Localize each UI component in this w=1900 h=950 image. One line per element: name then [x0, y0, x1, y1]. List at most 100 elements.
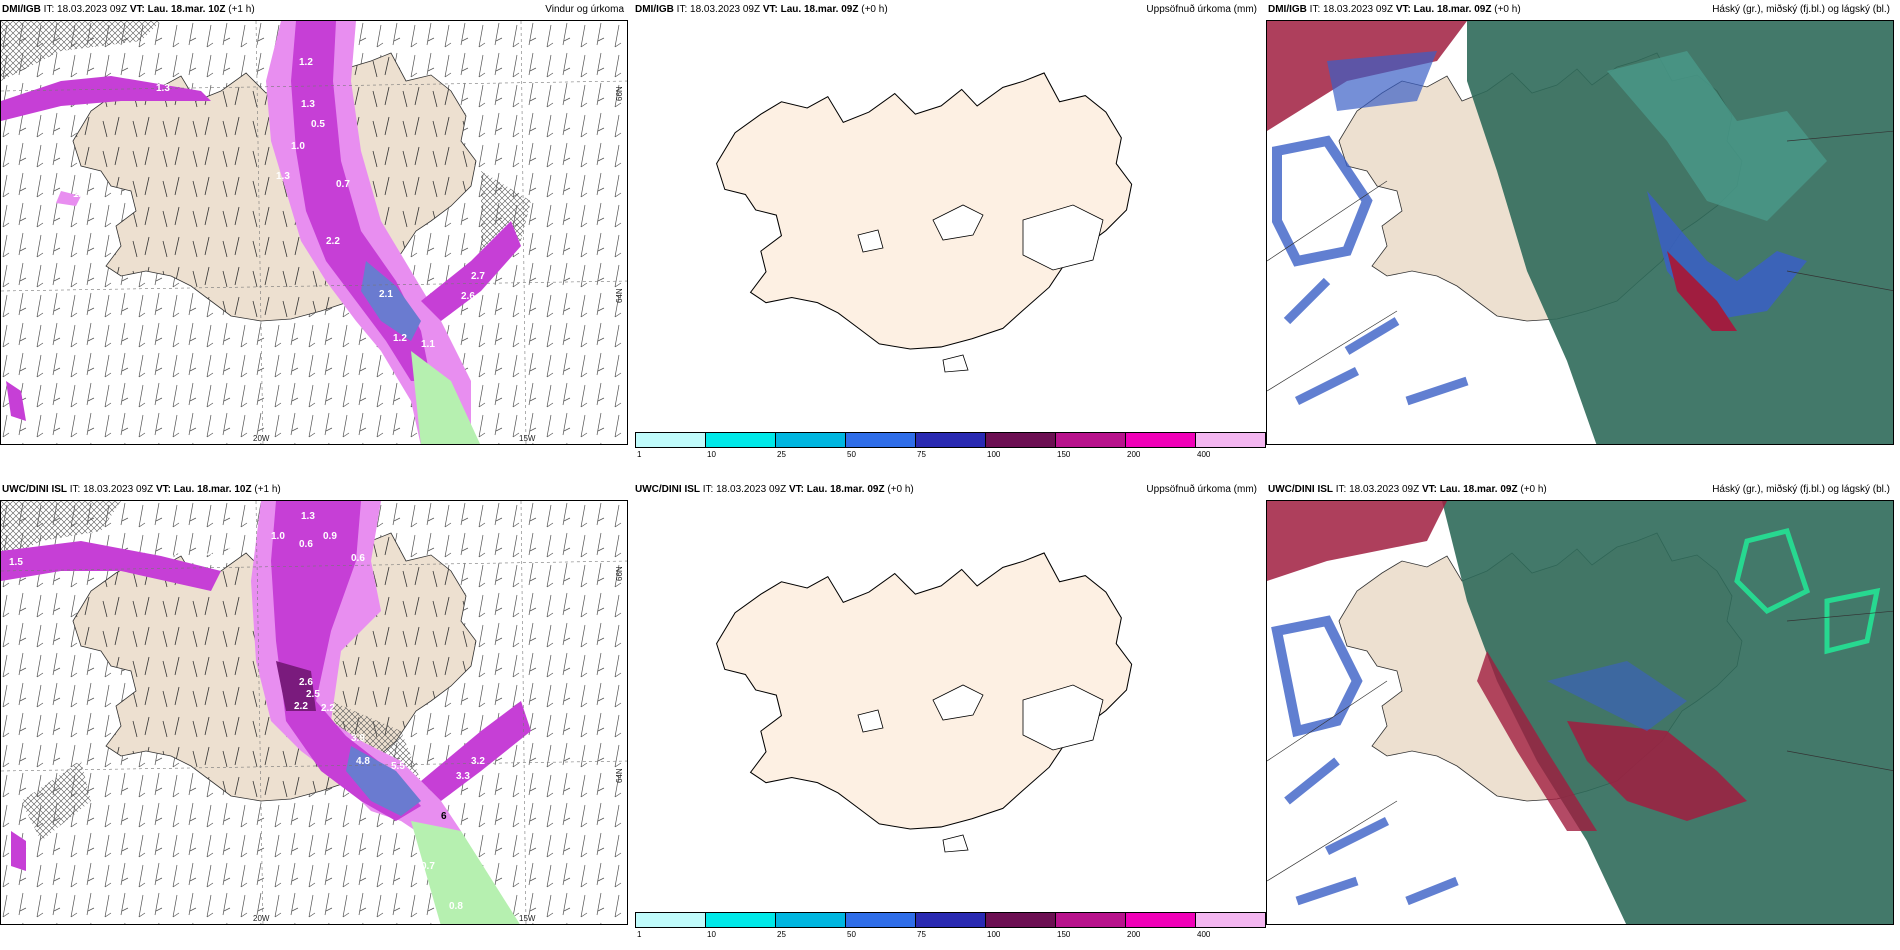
precip-value: 3.9	[351, 733, 365, 744]
precip-value: 1.0	[271, 531, 285, 542]
model-label: DMI/IGB	[1268, 4, 1307, 15]
colorbar-segment	[705, 912, 776, 928]
colorbar-segment	[845, 432, 916, 448]
precip-value: 0.8	[449, 901, 463, 912]
precip-value: 1.0	[291, 141, 305, 152]
colorbar-segment	[1195, 912, 1266, 928]
precip-value: 0.7	[336, 179, 350, 190]
it-label: IT:	[676, 4, 688, 15]
panel-title: Háský (gr.), miðský (fj.bl.) og lágský (…	[1712, 484, 1890, 495]
colorbar-segment	[705, 432, 776, 448]
colorbar-segment	[985, 912, 1056, 928]
snow-area	[411, 821, 520, 924]
precip-value: 2.2	[321, 703, 335, 714]
it-value: 18.03.2023 09Z	[1323, 4, 1394, 15]
vt-label: VT:	[1421, 484, 1437, 495]
colorbar: 1 10 25 50 75 100 150 200 400	[635, 912, 1266, 939]
lead-time: (+1 h)	[228, 4, 255, 15]
panel-header: UWC/DINI ISL IT: 18.03.2023 09Z VT: Lau.…	[1266, 480, 1894, 500]
colorbar-tick: 400	[1197, 930, 1211, 939]
panel-wind-bottom: UWC/DINI ISL IT: 18.03.2023 09Z VT: Lau.…	[0, 480, 628, 935]
precip-map-canvas	[716, 72, 1133, 373]
panel-title: Vindur og úrkoma	[545, 4, 624, 15]
colorbar-segment	[775, 912, 846, 928]
wind-map-canvas	[1, 501, 627, 924]
lead-time: (+1 h)	[254, 484, 281, 495]
lat-label: 64N	[615, 288, 624, 303]
wind-map: 20W 15W 66N 64N 1.2 1.3 1.5 0.6 1.3 1.0 …	[0, 20, 628, 445]
cloud-map	[1266, 20, 1894, 445]
colorbar-tick: 10	[707, 450, 716, 459]
precip-map-canvas	[716, 552, 1133, 853]
lead-time: (+0 h)	[887, 484, 914, 495]
precip-value: 1.5	[201, 547, 215, 558]
model-label: UWC/DINI ISL	[2, 484, 67, 495]
it-value: 18.03.2023 09Z	[716, 484, 787, 495]
precip-value: 1.6	[226, 545, 240, 556]
precip-value: 1.5	[73, 189, 87, 200]
colorbar-segment	[635, 432, 706, 448]
panel-header: UWC/DINI ISL IT: 18.03.2023 09Z VT: Lau.…	[0, 480, 628, 500]
precip-value: 1.3	[276, 171, 290, 182]
panel-header: DMI/IGB IT: 18.03.2023 09Z VT: Lau. 18.m…	[0, 0, 628, 20]
panel-cloud-bottom: UWC/DINI ISL IT: 18.03.2023 09Z VT: Lau.…	[1266, 480, 1894, 935]
colorbar-segment	[1195, 432, 1266, 448]
precip-value: 1.5	[9, 557, 23, 568]
colorbar: 1 10 25 50 75 100 150 200 400	[635, 432, 1266, 459]
precip-value: 3.0	[166, 549, 180, 560]
vt-value: Lau. 18.mar. 09Z	[806, 484, 885, 495]
precip-value: 1.2	[393, 333, 407, 344]
it-value: 18.03.2023 09Z	[690, 4, 761, 15]
colorbar-segment	[1055, 432, 1126, 448]
colorbar-tick: 50	[847, 450, 856, 459]
precip-value: 6	[441, 811, 447, 822]
precip-value: 2.1	[379, 289, 393, 300]
lat-label: 66N	[615, 566, 624, 581]
lon-label: 15W	[519, 434, 536, 443]
colorbar-tick: 10	[707, 930, 716, 939]
it-label: IT:	[1335, 484, 1347, 495]
vt-value: Lau. 18.mar. 10Z	[173, 484, 252, 495]
colorbar-segment	[1125, 432, 1196, 448]
lat-label: 66N	[615, 86, 624, 101]
lon-label: 20W	[253, 914, 270, 923]
colorbar-tick: 50	[847, 930, 856, 939]
precip-value: 0.5	[311, 119, 325, 130]
colorbar-tick: 100	[987, 930, 1001, 939]
colorbar-tick: 25	[777, 930, 786, 939]
panel-title: Háský (gr.), miðský (fj.bl.) og lágský (…	[1712, 4, 1890, 15]
colorbar-segment	[775, 432, 846, 448]
precip-map	[633, 20, 1261, 445]
vt-label: VT:	[155, 484, 171, 495]
it-value: 18.03.2023 09Z	[57, 4, 128, 15]
panel-cloud-top: DMI/IGB IT: 18.03.2023 09Z VT: Lau. 18.m…	[1266, 0, 1894, 455]
vt-value: Lau. 18.mar. 09Z	[1439, 484, 1518, 495]
lon-label: 15W	[519, 914, 536, 923]
model-label: UWC/DINI ISL	[1268, 484, 1333, 495]
vt-label: VT:	[788, 484, 804, 495]
low-cloud	[1477, 651, 1597, 831]
mid-cloud	[1547, 661, 1687, 731]
precip-value: 2.2	[326, 236, 340, 247]
vt-label: VT:	[129, 4, 145, 15]
precip-value: 2.7	[471, 271, 485, 282]
vt-value: Lau. 18.mar. 09Z	[780, 4, 859, 15]
model-label: DMI/IGB	[635, 4, 674, 15]
wind-map-canvas	[1, 21, 627, 444]
it-value: 18.03.2023 09Z	[1349, 484, 1420, 495]
panel-title: Uppsöfnuð úrkoma (mm)	[1146, 484, 1257, 495]
it-label: IT:	[43, 4, 55, 15]
precip-value: 1.3	[156, 83, 170, 94]
model-label: UWC/DINI ISL	[635, 484, 700, 495]
colorbar-segment	[915, 432, 986, 448]
colorbar-tick: 75	[917, 930, 926, 939]
vt-label: VT:	[762, 4, 778, 15]
precip-value: 1.3	[301, 99, 315, 110]
colorbar-segment	[845, 912, 916, 928]
colorbar-tick: 25	[777, 450, 786, 459]
precip-value: 2.6	[299, 677, 313, 688]
panel-header: DMI/IGB IT: 18.03.2023 09Z VT: Lau. 18.m…	[633, 0, 1261, 20]
colorbar-tick: 150	[1057, 930, 1071, 939]
precip-value: 2.6	[461, 291, 475, 302]
panel-header: DMI/IGB IT: 18.03.2023 09Z VT: Lau. 18.m…	[1266, 0, 1894, 20]
